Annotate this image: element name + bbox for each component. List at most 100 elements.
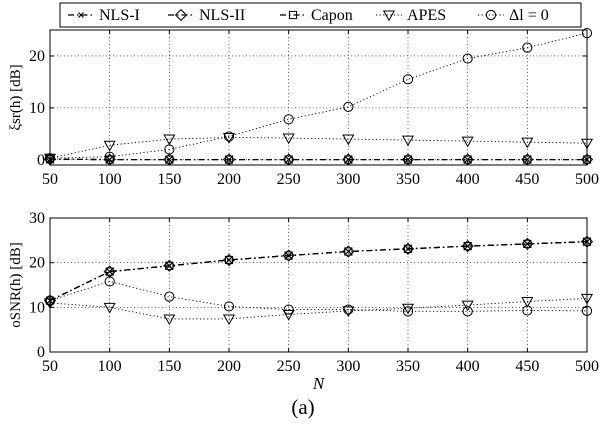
- legend-item-l-0: Δl = 0: [478, 7, 549, 24]
- legend-swatch-marker: [382, 10, 396, 22]
- data-point: [462, 306, 473, 317]
- data-point: [222, 314, 236, 326]
- data-point: [223, 301, 235, 312]
- legend-swatch-marker: [485, 9, 497, 21]
- data-point: [403, 244, 413, 253]
- legend-label: APES: [407, 7, 446, 24]
- x-tick-label: 250: [277, 171, 301, 188]
- x-tick-label: 350: [396, 171, 420, 188]
- data-point: [462, 53, 473, 64]
- series-l-0: [44, 276, 593, 317]
- series-apes: [43, 293, 594, 326]
- data-point: [344, 247, 353, 256]
- legend-label: NLS-I: [99, 7, 140, 24]
- data-point: [524, 240, 531, 247]
- data-point: [163, 134, 176, 146]
- x-tick-label: 50: [42, 358, 58, 375]
- figure-caption: (a): [291, 395, 314, 419]
- y-tick-label: 10: [29, 100, 45, 117]
- data-point: [226, 257, 232, 263]
- data-point: [521, 137, 534, 149]
- data-point: [283, 114, 294, 125]
- x-tick-label: 500: [575, 171, 599, 188]
- data-point: [343, 304, 354, 315]
- y-tick-label: 0: [37, 344, 45, 361]
- y-tick-label: 0: [37, 152, 45, 169]
- legend-item-capon: Capon: [280, 7, 353, 24]
- x-tick-label: 500: [575, 358, 599, 375]
- series-line: [49, 297, 588, 320]
- data-point: [105, 267, 114, 276]
- series-nls-i: [47, 238, 590, 304]
- data-point: [103, 140, 116, 152]
- legend-item-nls-i: NLS-I: [68, 7, 140, 24]
- x-tick-label: 400: [456, 171, 480, 188]
- series-line: [49, 280, 588, 312]
- grid: [50, 30, 587, 165]
- x-tick-label: 350: [396, 358, 420, 375]
- x-tick-label: 400: [456, 358, 480, 375]
- legend-label: Δl = 0: [509, 7, 549, 24]
- data-point: [401, 135, 415, 147]
- x-tick-label: 450: [515, 171, 539, 188]
- data-point: [104, 276, 115, 287]
- data-point: [342, 306, 355, 318]
- data-point: [522, 42, 533, 53]
- data-point: [522, 305, 533, 316]
- series-capon: [45, 237, 592, 305]
- legend-swatch-marker: [174, 8, 188, 22]
- legend-label: Capon: [311, 7, 353, 24]
- data-point: [103, 302, 116, 314]
- data-point: [164, 144, 175, 155]
- data-point: [523, 239, 532, 249]
- top-chart: 50 100 150 200 250 300 350 400 450 500 0 10 20 ξsr(h)…: [8, 28, 599, 188]
- data-point: [343, 101, 354, 112]
- data-point: [282, 309, 295, 321]
- data-point: [461, 136, 474, 148]
- legend-item-nls-ii: NLS-II: [168, 7, 245, 24]
- series-nls-i: [47, 156, 590, 163]
- series-line: [49, 137, 588, 159]
- data-point: [282, 133, 295, 145]
- data-point: [284, 251, 293, 260]
- series-line: [49, 241, 588, 302]
- data-point: [345, 248, 352, 255]
- x-tick-label: 250: [277, 358, 301, 375]
- plot-frame: [49, 217, 588, 353]
- x-tick-label: 300: [336, 171, 360, 188]
- legend-item-apes: APES: [376, 7, 446, 24]
- data-point: [222, 132, 236, 144]
- data-point: [166, 156, 173, 163]
- legend-swatch-marker: [78, 12, 84, 18]
- data-point: [464, 156, 471, 163]
- y-tick-label: 20: [29, 48, 45, 65]
- series-line: [49, 241, 588, 302]
- y-tick-label: 30: [29, 210, 45, 227]
- data-point: [521, 297, 534, 308]
- data-point: [402, 74, 414, 85]
- series-capon: [45, 155, 592, 164]
- data-point: [342, 134, 355, 146]
- data-point: [106, 268, 113, 275]
- plot-frame: [49, 29, 588, 166]
- data-point: [224, 255, 234, 265]
- data-point: [463, 242, 472, 251]
- series-line: [49, 32, 588, 159]
- data-point: [164, 291, 175, 302]
- x-tick-label: 50: [42, 171, 58, 188]
- series-line: [49, 241, 588, 302]
- legend-box: [59, 2, 582, 28]
- x-tick-label: 200: [217, 171, 241, 188]
- grid: [50, 218, 587, 352]
- y-tick-label: 20: [29, 255, 45, 272]
- x-tick-label: 150: [157, 358, 181, 375]
- x-tick-label: 300: [336, 358, 360, 375]
- data-point: [461, 300, 474, 312]
- data-point: [163, 314, 176, 326]
- data-point: [405, 156, 411, 163]
- legend-swatch-marker: [288, 10, 298, 20]
- y-axis-label: ξsr(h) [dB]: [8, 64, 24, 130]
- legend-label: NLS-II: [199, 7, 245, 24]
- legend: NLS-I NLS-II Capon APES Δl = 0: [59, 2, 582, 28]
